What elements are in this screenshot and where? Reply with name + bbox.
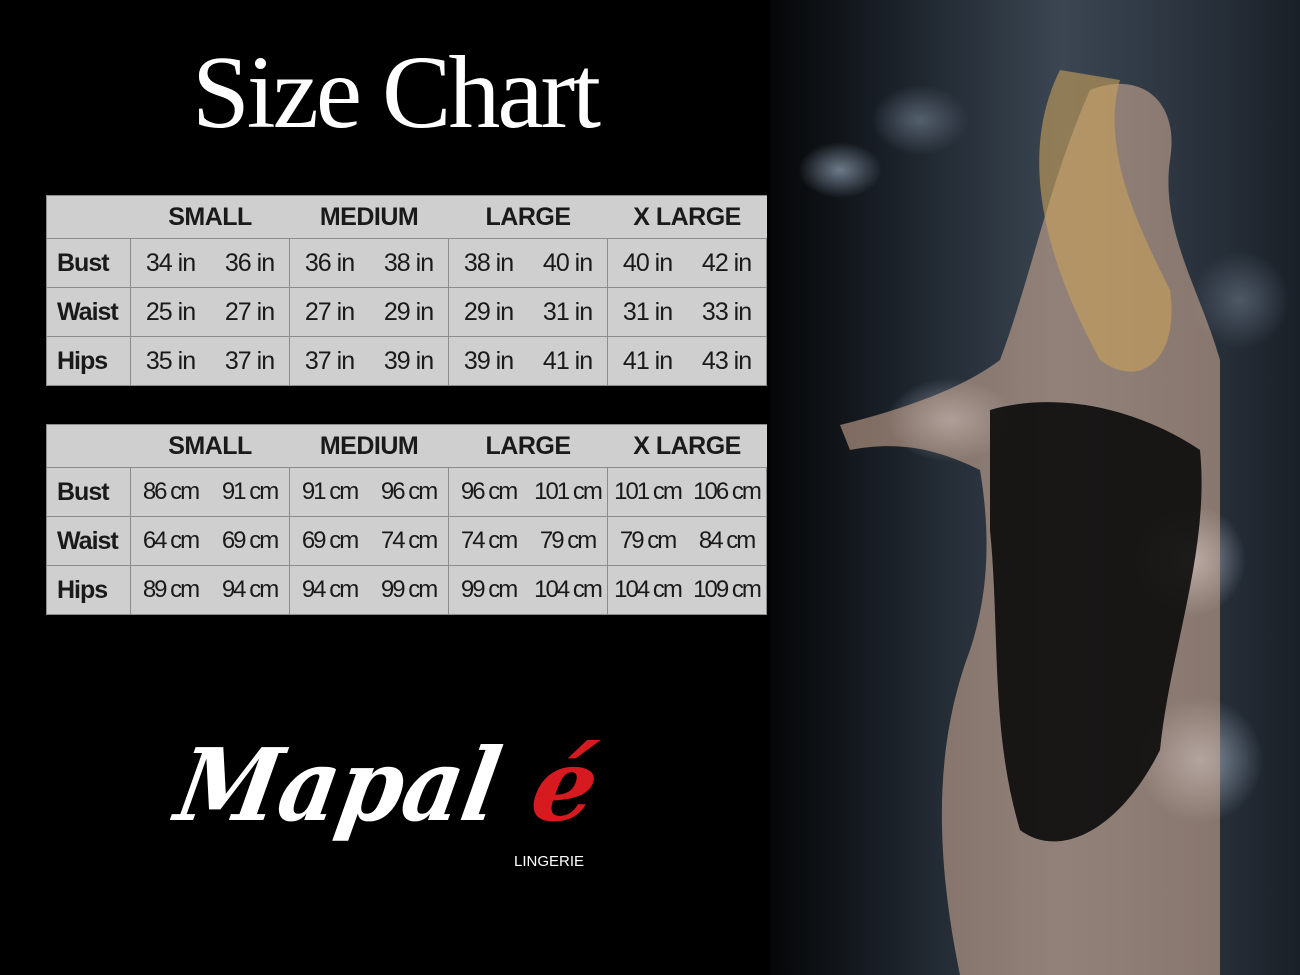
max-value: 41 in <box>528 336 609 386</box>
header-row: SMALL MEDIUM LARGE X LARGE <box>46 424 767 468</box>
size-header: SMALL <box>130 424 290 468</box>
min-value: 39 in <box>448 336 529 386</box>
min-value: 29 in <box>448 287 529 337</box>
min-value: 36 in <box>289 238 370 288</box>
size-header: LARGE <box>448 195 608 239</box>
header-empty <box>46 195 131 239</box>
max-value: 94 cm <box>210 565 291 615</box>
table-row: Hips 35 in 37 in 37 in 39 in 39 in 41 in 41 in 4… <box>46 336 768 386</box>
max-value: 42 in <box>687 238 768 288</box>
table-row: Waist 64 cm 69 cm 69 cm 74 cm 74 cm 79 cm 79 cm… <box>46 516 768 566</box>
size-header: X LARGE <box>607 424 767 468</box>
size-header: SMALL <box>130 195 290 239</box>
min-value: 40 in <box>607 238 688 288</box>
max-value: 27 in <box>210 287 291 337</box>
header-empty <box>46 424 131 468</box>
max-value: 29 in <box>369 287 450 337</box>
max-value: 106 cm <box>687 467 768 517</box>
measurement-label: Bust <box>46 467 131 517</box>
measurement-label: Hips <box>46 565 131 615</box>
measurement-label: Waist <box>46 287 131 337</box>
measurement-label: Hips <box>46 336 131 386</box>
min-value: 89 cm <box>130 565 210 615</box>
max-value: 43 in <box>687 336 768 386</box>
min-value: 79 cm <box>607 516 688 566</box>
min-value: 86 cm <box>130 467 210 517</box>
max-value: 40 in <box>528 238 609 288</box>
max-value: 104 cm <box>528 565 609 615</box>
min-value: 37 in <box>289 336 370 386</box>
measurement-label: Bust <box>46 238 131 288</box>
min-value: 74 cm <box>448 516 529 566</box>
max-value: 79 cm <box>528 516 609 566</box>
min-value: 96 cm <box>448 467 529 517</box>
max-value: 39 in <box>369 336 450 386</box>
table-row: Hips 89 cm 94 cm 94 cm 99 cm 99 cm 104 cm 104 c… <box>46 565 768 615</box>
table-row: Waist 25 in 27 in 27 in 29 in 29 in 31 in 31 in… <box>46 287 768 337</box>
min-value: 34 in <box>130 238 210 288</box>
min-value: 31 in <box>607 287 688 337</box>
min-value: 91 cm <box>289 467 370 517</box>
min-value: 38 in <box>448 238 529 288</box>
size-header: MEDIUM <box>289 195 449 239</box>
min-value: 25 in <box>130 287 210 337</box>
page-title: Size Chart <box>191 35 601 150</box>
min-value: 69 cm <box>289 516 370 566</box>
table-row: Bust 34 in 36 in 36 in 38 in 38 in 40 in 40 in 4… <box>46 238 768 288</box>
max-value: 38 in <box>369 238 450 288</box>
min-value: 27 in <box>289 287 370 337</box>
max-value: 36 in <box>210 238 291 288</box>
max-value: 109 cm <box>687 565 768 615</box>
min-value: 101 cm <box>607 467 688 517</box>
max-value: 69 cm <box>210 516 291 566</box>
model-silhouette <box>840 70 1220 975</box>
max-value: 96 cm <box>369 467 450 517</box>
size-table-inches: SMALL MEDIUM LARGE X LARGE Bust 34 in 36 in 36 … <box>46 195 768 386</box>
max-value: 74 cm <box>369 516 450 566</box>
model-photo <box>770 0 1300 975</box>
max-value: 31 in <box>528 287 609 337</box>
table-row: Bust 86 cm 91 cm 91 cm 96 cm 96 cm 101 cm 101 c… <box>46 467 768 517</box>
size-header: MEDIUM <box>289 424 449 468</box>
min-value: 35 in <box>130 336 210 386</box>
size-table-cm: SMALL MEDIUM LARGE X LARGE Bust 86 cm 91 cm 91 … <box>46 424 768 615</box>
svg-text:é: é <box>523 726 607 844</box>
max-value: 99 cm <box>369 565 450 615</box>
size-header: X LARGE <box>607 195 767 239</box>
max-value: 101 cm <box>528 467 609 517</box>
min-value: 104 cm <box>607 565 688 615</box>
max-value: 37 in <box>210 336 291 386</box>
brand-logo: Mapal é <box>170 726 608 844</box>
header-row: SMALL MEDIUM LARGE X LARGE <box>46 195 767 239</box>
max-value: 84 cm <box>687 516 768 566</box>
max-value: 91 cm <box>210 467 291 517</box>
min-value: 41 in <box>607 336 688 386</box>
size-header: LARGE <box>448 424 608 468</box>
brand-tagline: LINGERIE <box>514 853 585 870</box>
min-value: 94 cm <box>289 565 370 615</box>
max-value: 33 in <box>687 287 768 337</box>
measurement-label: Waist <box>46 516 131 566</box>
svg-text:Mapal: Mapal <box>170 726 509 844</box>
min-value: 99 cm <box>448 565 529 615</box>
min-value: 64 cm <box>130 516 210 566</box>
